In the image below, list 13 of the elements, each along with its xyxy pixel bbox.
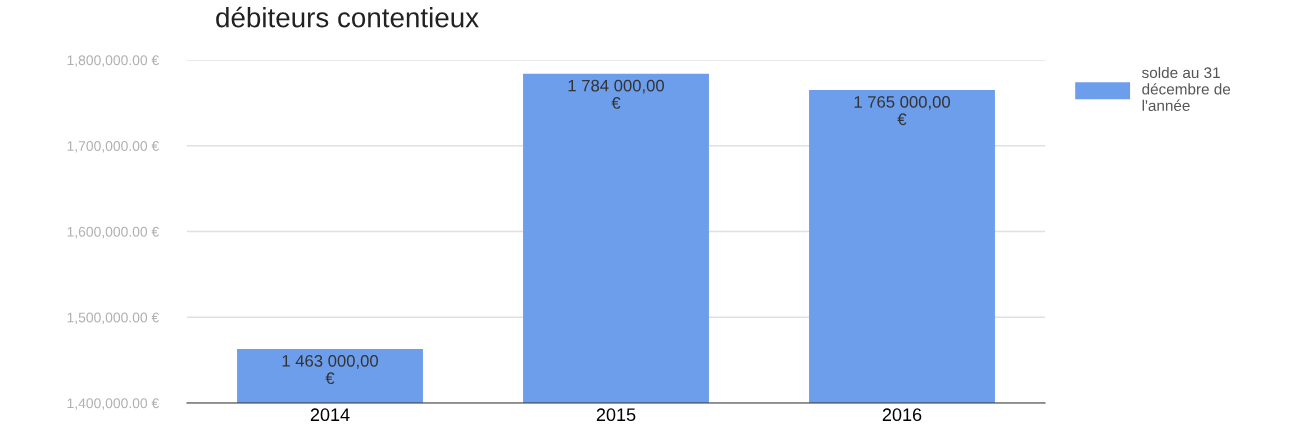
y-tick-label: 1,700,000.00 € [67,141,160,153]
data-label: 1 784 000,00 € [568,79,665,109]
y-tick-label: 1,800,000.00 € [67,55,160,67]
data-label: 1 463 000,00 € [282,354,379,385]
y-tick-label: 1,500,000.00 € [67,312,160,325]
x-tick-label: 2016 [882,408,922,422]
y-tick-label: 1,600,000.00 € [67,226,160,239]
x-tick-label: 2014 [310,408,350,422]
legend-label: solde au 31 décembre de l'année [1142,66,1231,112]
chart-title: débiteurs contentieux [216,6,479,28]
x-tick-label: 2015 [596,408,636,422]
data-label: 1 765 000,00 € [854,96,951,126]
y-tick-label: 1,400,000.00 € [67,398,160,410]
